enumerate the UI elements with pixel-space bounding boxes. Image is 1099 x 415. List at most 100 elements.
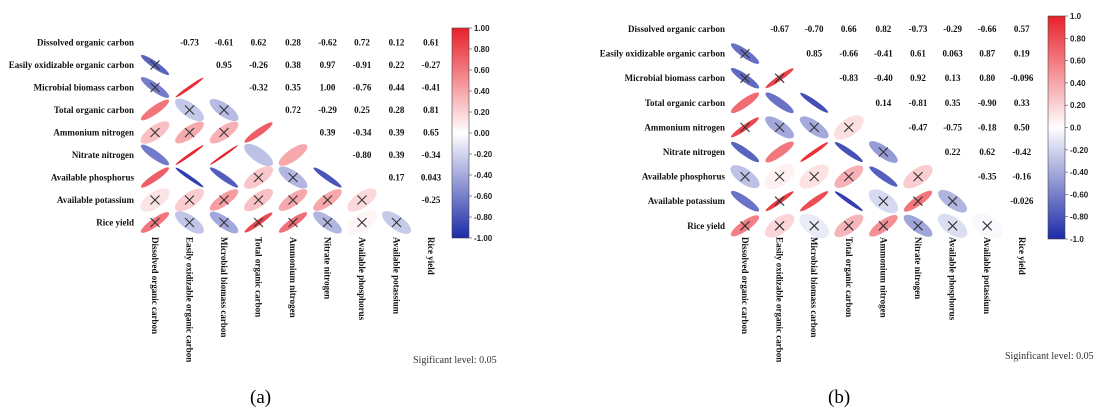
correlation-value: -0.29 xyxy=(943,24,962,34)
non-significant-mark xyxy=(184,127,195,138)
correlation-value: -0.34 xyxy=(422,150,441,160)
correlation-ellipse xyxy=(313,167,342,188)
correlation-value: -0.34 xyxy=(353,128,372,138)
column-label: Microbial biomass carbon xyxy=(219,237,229,337)
column-label: Rice yield xyxy=(426,237,436,275)
correlation-value: 1.00 xyxy=(320,83,336,93)
correlation-ellipse xyxy=(175,77,204,98)
panel-label-b: (b) xyxy=(828,387,851,408)
row-label: Dissolved organic carbon xyxy=(628,24,725,34)
non-significant-mark xyxy=(809,220,820,231)
correlation-value: 0.12 xyxy=(389,38,405,48)
non-significant-mark xyxy=(878,220,889,231)
row-label: Dissolved organic carbon xyxy=(37,38,134,48)
non-significant-mark xyxy=(288,195,298,205)
correlation-ellipse xyxy=(244,143,273,167)
correlation-value: -0.47 xyxy=(909,122,928,132)
colorbar-tick: -0.20 xyxy=(1070,146,1089,155)
colorbar-tick: 0.20 xyxy=(474,108,490,117)
non-significant-mark xyxy=(740,171,750,182)
colorbar-tick: 1.00 xyxy=(474,24,490,33)
row-label: Easily oxidizable organic carbon xyxy=(9,60,134,70)
column-label: Total organic carbon xyxy=(254,237,264,317)
column-label: Easily oxidizable organic carbon xyxy=(185,237,195,362)
correlation-value: -0.42 xyxy=(1012,147,1031,157)
column-label: Ammonium nitrogen xyxy=(288,237,298,318)
correlation-value: -0.90 xyxy=(978,98,997,108)
correlation-value: -0.66 xyxy=(978,24,997,34)
correlation-value: 0.39 xyxy=(389,150,405,160)
correlation-value: -0.026 xyxy=(1010,196,1034,206)
row-label: Microbial biomass carbon xyxy=(625,73,725,83)
non-significant-mark xyxy=(947,196,958,207)
column-label: Available phosphorus xyxy=(948,237,958,321)
correlation-value: 0.22 xyxy=(389,60,405,70)
correlation-value: 0.61 xyxy=(910,49,926,59)
non-significant-mark xyxy=(878,147,889,157)
non-significant-mark xyxy=(740,122,750,133)
correlation-value: 0.72 xyxy=(285,105,301,115)
correlation-value: -0.81 xyxy=(909,98,928,108)
non-significant-mark xyxy=(740,220,750,231)
row-label: Available potassium xyxy=(57,195,135,205)
non-significant-mark xyxy=(391,217,402,228)
correlation-value: 0.81 xyxy=(423,105,439,115)
non-significant-mark xyxy=(253,172,264,183)
colorbar xyxy=(1047,15,1066,240)
non-significant-mark xyxy=(322,195,333,205)
column-label: Easily oxidizable organic carbon xyxy=(775,237,785,362)
non-significant-mark xyxy=(150,195,160,205)
correlation-ellipse xyxy=(140,144,170,166)
correlation-value: -0.40 xyxy=(874,73,893,83)
correlation-value: -0.67 xyxy=(770,24,789,34)
correlation-value: -0.66 xyxy=(839,49,858,59)
column-label: Available potassium xyxy=(982,237,992,315)
correlation-value: -0.73 xyxy=(909,24,928,34)
correlation-value: 0.28 xyxy=(285,38,301,48)
colorbar-tick: -0.80 xyxy=(474,213,493,222)
row-label: Available phosphorus xyxy=(642,172,726,182)
colorbar-tick: 0.0 xyxy=(1070,124,1082,133)
correlation-ellipse xyxy=(800,92,829,113)
non-significant-mark xyxy=(774,73,785,84)
non-significant-mark xyxy=(253,217,264,228)
colorbar-tick: 0.80 xyxy=(474,45,490,54)
correlation-ellipse xyxy=(730,141,760,163)
correlation-value: 0.61 xyxy=(423,38,439,48)
non-significant-mark xyxy=(288,217,298,228)
correlation-value: -0.41 xyxy=(422,83,441,93)
correlation-value: 0.92 xyxy=(910,73,926,83)
correlation-value: -0.29 xyxy=(318,105,337,115)
correlation-value: 0.25 xyxy=(354,105,370,115)
column-label: Total organic carbon xyxy=(844,237,854,317)
colorbar-tick: 0.00 xyxy=(474,129,490,138)
correlation-value: 0.22 xyxy=(945,147,961,157)
correlation-value: 0.13 xyxy=(945,73,961,83)
column-label: Dissolved organic carbon xyxy=(150,237,160,334)
correlation-ellipse xyxy=(800,191,829,212)
column-label: Ammonium nitrogen xyxy=(878,237,888,318)
column-label: Available phosphorus xyxy=(357,237,367,321)
non-significant-mark xyxy=(982,220,993,231)
correlation-value: 0.39 xyxy=(389,128,405,138)
correlation-value: -0.41 xyxy=(874,49,893,59)
correlation-value: 0.62 xyxy=(979,147,995,157)
correlation-value: -0.62 xyxy=(318,38,337,48)
colorbar-tick: -0.20 xyxy=(474,150,493,159)
colorbar-tick: -0.60 xyxy=(474,192,493,201)
row-label: Available potassium xyxy=(648,196,726,206)
correlation-ellipse xyxy=(869,166,898,187)
colorbar-tick: 1.0 xyxy=(1070,12,1082,21)
non-significant-mark xyxy=(184,105,195,115)
correlation-value: 0.72 xyxy=(354,38,370,48)
colorbar-tick: 0.40 xyxy=(1070,79,1086,88)
colorbar-tick: -1.00 xyxy=(474,234,493,243)
correlation-value: -0.096 xyxy=(1010,73,1034,83)
correlation-ellipse xyxy=(175,167,204,188)
colorbar-tick: -0.80 xyxy=(1070,213,1089,222)
correlation-value: -0.25 xyxy=(422,195,441,205)
correlation-value: 0.14 xyxy=(876,98,892,108)
colorbar xyxy=(451,27,470,239)
correlation-value: 0.33 xyxy=(1014,98,1030,108)
panel-b: Dissolved organic carbon Easily oxidizabl… xyxy=(550,0,1099,415)
